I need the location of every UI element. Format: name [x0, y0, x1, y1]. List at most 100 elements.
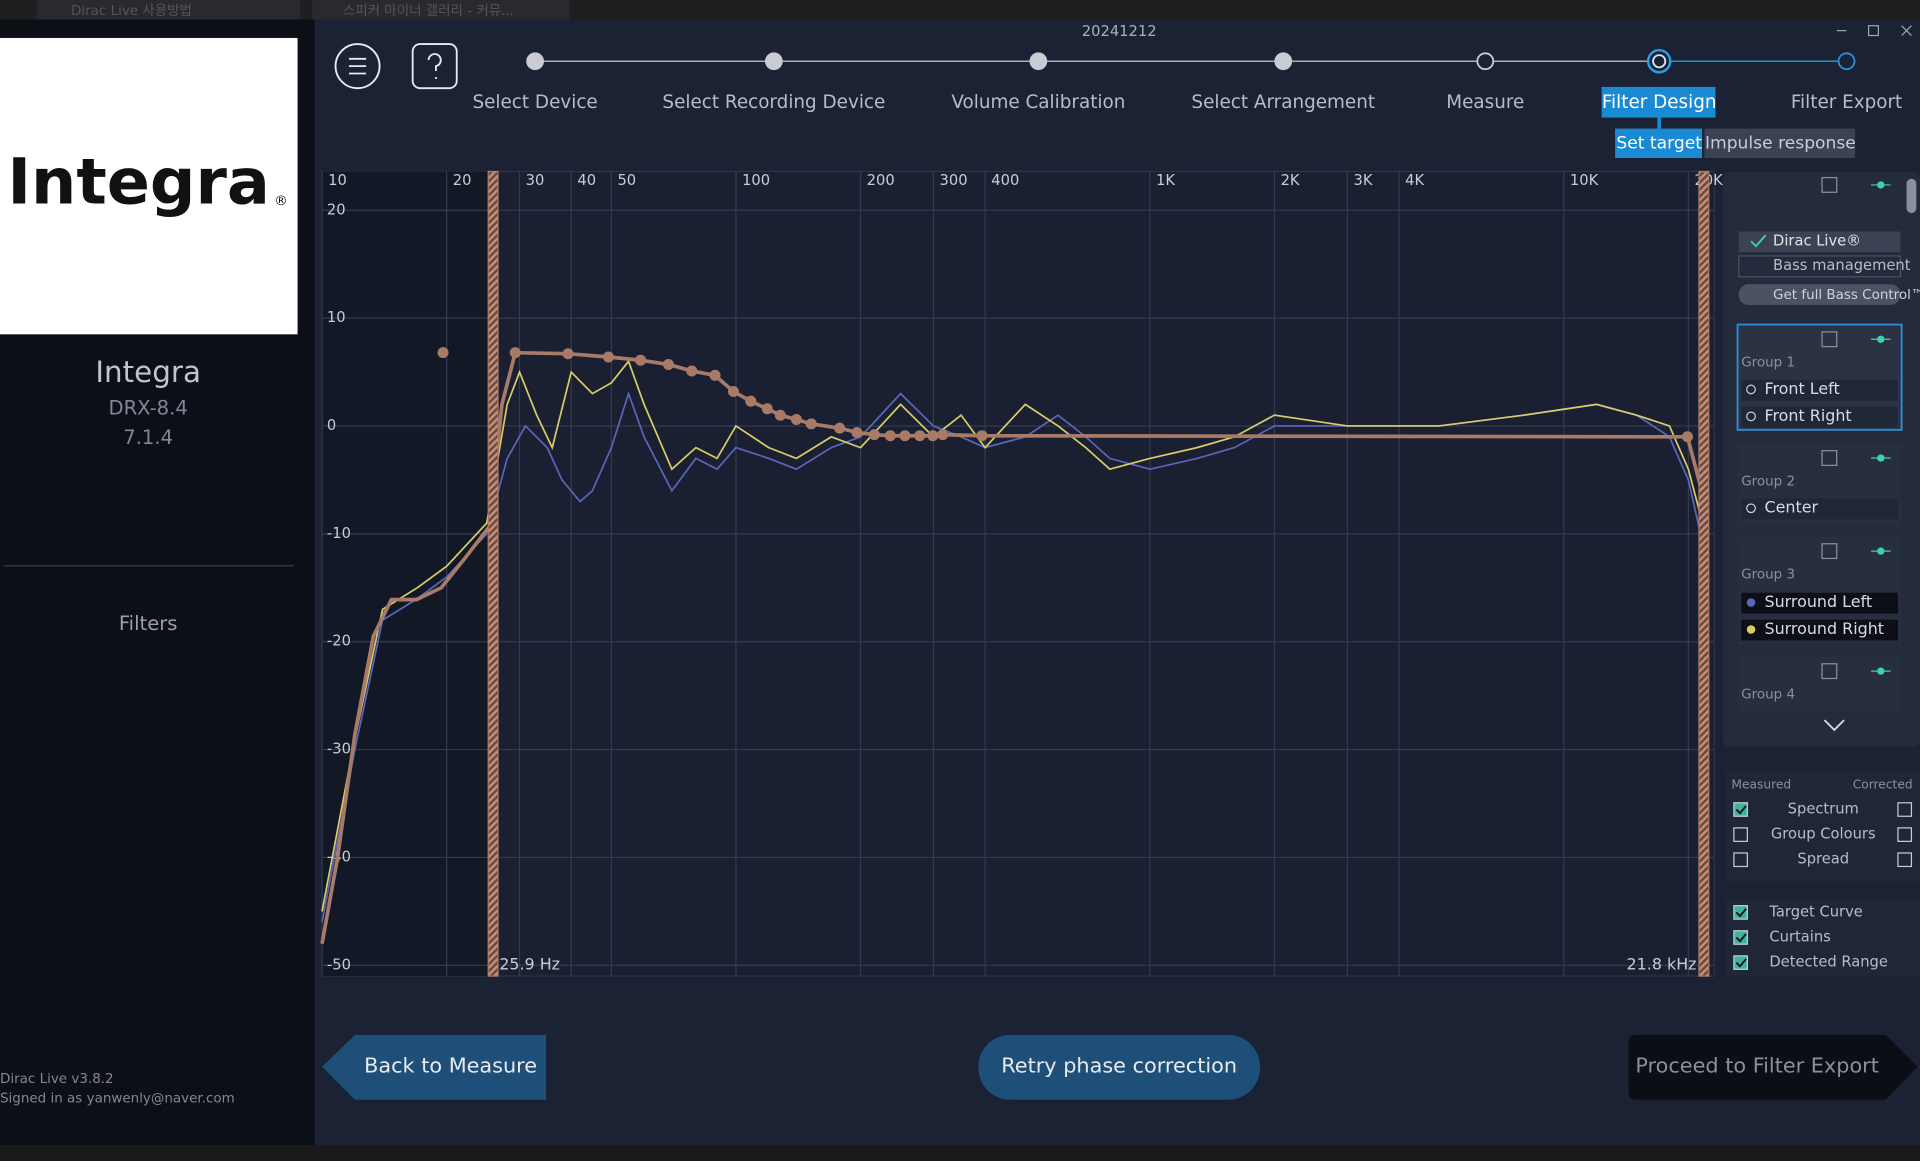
target-point[interactable]	[509, 347, 521, 359]
checkbox[interactable]	[1733, 955, 1748, 970]
option-row[interactable]	[1738, 231, 1901, 253]
target-point[interactable]	[884, 430, 896, 442]
step-dot[interactable]	[1646, 48, 1672, 74]
channel-name[interactable]: Center	[1764, 498, 1818, 517]
step-dot[interactable]	[1476, 52, 1495, 71]
target-point[interactable]	[774, 409, 786, 421]
scrollbar	[1906, 178, 1917, 214]
target-point[interactable]	[868, 429, 880, 441]
option-pill[interactable]	[1738, 284, 1901, 305]
target-point[interactable]	[851, 426, 863, 438]
button-label[interactable]: Retry phase correction	[1001, 1054, 1237, 1078]
curtain-label: 21.8 kHz	[1627, 955, 1697, 974]
taskbar	[0, 1145, 1920, 1161]
step-label[interactable]: Measure	[1446, 92, 1524, 113]
group-icon[interactable]	[1821, 176, 1838, 193]
target-point[interactable]	[727, 385, 739, 397]
step-dot[interactable]	[526, 52, 544, 71]
target-point[interactable]	[562, 348, 574, 360]
step-dot[interactable]	[765, 52, 783, 71]
target-point[interactable]	[1681, 431, 1693, 443]
subtab-label[interactable]: Set target	[1616, 133, 1702, 153]
target-point[interactable]	[602, 351, 614, 363]
group-name: Group 4	[1741, 686, 1795, 702]
button-label[interactable]: Proceed to Filter Export	[1635, 1054, 1878, 1078]
subtab[interactable]	[1704, 128, 1856, 158]
group-icon[interactable]	[1821, 663, 1838, 680]
target-point[interactable]	[790, 414, 802, 426]
step-dot[interactable]	[1837, 52, 1856, 71]
subtab-label[interactable]: Impulse response	[1705, 133, 1856, 153]
x-tick-label: 50	[617, 172, 636, 189]
channel-name[interactable]: Front Left	[1764, 379, 1839, 398]
target-point[interactable]	[662, 359, 674, 371]
target-point[interactable]	[709, 369, 721, 381]
target-point[interactable]	[927, 430, 939, 442]
checkbox[interactable]	[1733, 852, 1748, 868]
y-tick-label: -30	[327, 741, 351, 758]
target-point[interactable]	[761, 403, 773, 415]
curtain[interactable]	[487, 170, 499, 977]
channel-row[interactable]	[1741, 619, 1898, 641]
curtain[interactable]	[1698, 170, 1710, 977]
group-icon[interactable]	[1821, 543, 1838, 560]
target-point[interactable]	[976, 430, 988, 442]
channel-name[interactable]: Surround Left	[1764, 592, 1872, 611]
checkbox[interactable]	[1733, 802, 1748, 817]
proceed-button[interactable]	[1628, 1034, 1918, 1100]
subtab-active[interactable]	[1615, 128, 1703, 158]
option-label: Detected Range	[1769, 954, 1888, 971]
target-point[interactable]	[834, 422, 846, 434]
channel-row[interactable]	[1741, 379, 1898, 401]
checkbox[interactable]	[1897, 827, 1913, 842]
step-label[interactable]: Select Arrangement	[1191, 92, 1375, 113]
column-header: Corrected	[1853, 778, 1913, 792]
target-point[interactable]	[686, 365, 698, 377]
target-point[interactable]	[437, 347, 449, 359]
channel-name[interactable]: Surround Right	[1764, 619, 1884, 638]
button-label[interactable]: Back to Measure	[364, 1054, 537, 1078]
target-point[interactable]	[745, 395, 757, 407]
step-label[interactable]: Select Device	[472, 92, 597, 113]
step-label[interactable]: Filter Export	[1791, 92, 1902, 113]
checkmark	[1735, 805, 1747, 815]
checkbox[interactable]	[1897, 852, 1913, 868]
options-panel	[1726, 769, 1920, 882]
y-tick-label: 20	[327, 201, 346, 218]
target-point[interactable]	[937, 429, 949, 441]
version: Dirac Live v3.8.2	[0, 1071, 114, 1087]
step-label[interactable]: Select Recording Device	[662, 92, 885, 113]
x-tick-label: 40	[577, 172, 596, 189]
menu-button[interactable]	[334, 43, 381, 90]
step-label[interactable]: Filter Design	[1602, 92, 1717, 113]
option-label: Target Curve	[1768, 903, 1862, 920]
option-row[interactable]	[1738, 255, 1902, 278]
target-point[interactable]	[805, 418, 817, 430]
channel-row[interactable]	[1741, 498, 1898, 520]
group-box[interactable]	[1737, 656, 1902, 712]
target-point[interactable]	[634, 354, 647, 366]
step-label[interactable]: Volume Calibration	[951, 92, 1125, 113]
step-dot[interactable]	[1274, 52, 1293, 71]
checkbox[interactable]	[1897, 802, 1913, 817]
retry-button[interactable]	[978, 1034, 1260, 1100]
group-icon[interactable]	[1821, 331, 1838, 348]
target-point[interactable]	[899, 430, 911, 442]
channel-row[interactable]	[1741, 592, 1898, 614]
channel-dot	[1746, 503, 1756, 514]
checkbox[interactable]	[1733, 930, 1748, 945]
checkbox[interactable]	[1733, 827, 1748, 842]
step-dot[interactable]	[1029, 52, 1048, 71]
checkbox[interactable]	[1733, 905, 1748, 920]
scroll-down[interactable]	[1823, 719, 1845, 732]
option-label: Spread	[1797, 851, 1849, 868]
speaker-layout: 7.1.4	[123, 426, 173, 449]
channel-name[interactable]: Front Right	[1764, 406, 1851, 425]
back-button[interactable]	[322, 1034, 547, 1100]
channel-row[interactable]	[1741, 406, 1898, 428]
target-point[interactable]	[914, 430, 926, 442]
help-button[interactable]	[411, 43, 458, 90]
sidebar-menu-item[interactable]: Filters	[119, 612, 178, 635]
group-icon[interactable]	[1821, 450, 1838, 466]
plot-area	[321, 170, 1715, 977]
